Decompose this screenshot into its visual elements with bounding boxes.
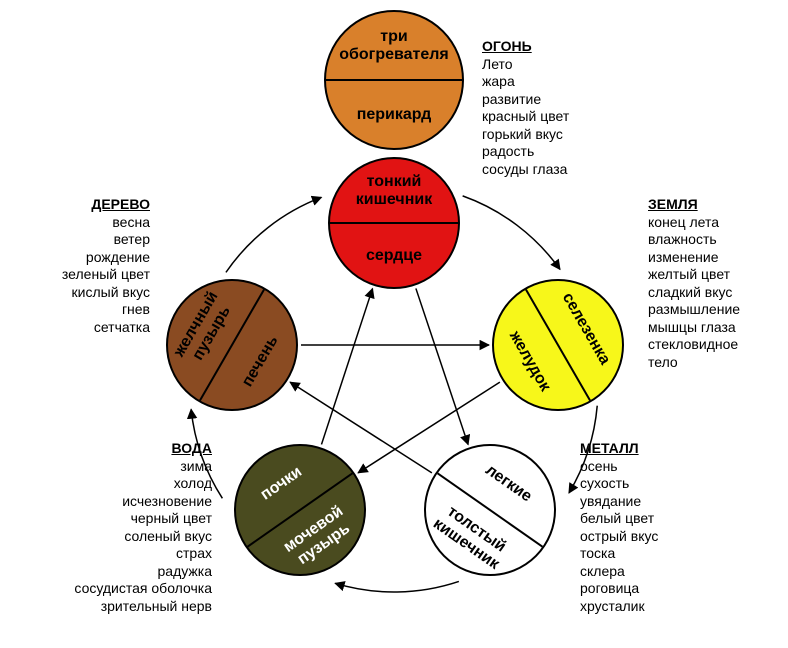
circle-lower-label: перикард xyxy=(326,81,462,148)
label-item: осень xyxy=(580,458,658,476)
generating-arc xyxy=(335,581,459,592)
label-item: влажность xyxy=(648,231,740,249)
label-item: красный цвет xyxy=(482,108,569,126)
element-circle-extra-fire: триобогревателяперикард xyxy=(324,10,464,150)
label-item: Лето xyxy=(482,56,569,74)
circle-divider xyxy=(330,222,458,224)
circle-divider xyxy=(326,79,462,81)
label-item: хрусталик xyxy=(580,598,658,616)
label-item: желтый цвет xyxy=(648,266,740,284)
label-item: конец лета xyxy=(648,214,740,232)
label-item: горький вкус xyxy=(482,126,569,144)
label-item: исчезновение xyxy=(74,493,212,511)
element-circle-water: почкимочевойпузырь xyxy=(234,444,366,576)
label-title: ЗЕМЛЯ xyxy=(648,196,740,214)
label-item: зима xyxy=(74,458,212,476)
label-item: увядание xyxy=(580,493,658,511)
controlling-edge xyxy=(321,289,372,445)
label-wood: ДЕРЕВОвеснаветеррождениезеленый цветкисл… xyxy=(62,196,150,336)
label-title: ОГОНЬ xyxy=(482,38,569,56)
label-item: соленый вкус xyxy=(74,528,212,546)
label-item: холод xyxy=(74,475,212,493)
label-item: весна xyxy=(62,214,150,232)
element-circle-fire: тонкийкишечниксердце xyxy=(328,157,460,289)
controlling-edge xyxy=(416,288,468,444)
label-item: изменение xyxy=(648,249,740,267)
label-item: радужка xyxy=(74,563,212,581)
label-item: зеленый цвет xyxy=(62,266,150,284)
label-item: черный цвет xyxy=(74,510,212,528)
label-item: острый вкус xyxy=(580,528,658,546)
generating-arc xyxy=(463,196,560,270)
label-water: ВОДАзимахолодисчезновениечерный цветсоле… xyxy=(74,440,212,615)
element-circle-earth: селезенкажелудок xyxy=(492,279,624,411)
label-item: сухость xyxy=(580,475,658,493)
generating-arc xyxy=(226,197,321,272)
label-title: ДЕРЕВО xyxy=(62,196,150,214)
label-item: тело xyxy=(648,354,740,372)
label-item: роговица xyxy=(580,580,658,598)
five-elements-diagram: триобогревателяперикард тонкийкишечниксе… xyxy=(0,0,788,648)
label-item: развитие xyxy=(482,91,569,109)
label-item: сетчатка xyxy=(62,319,150,337)
circle-upper-label: тонкийкишечник xyxy=(330,159,458,222)
label-item: стекловидное xyxy=(648,336,740,354)
label-item: гнев xyxy=(62,301,150,319)
label-item: рождение xyxy=(62,249,150,267)
label-earth: ЗЕМЛЯконец летавлажностьизменениежелтый … xyxy=(648,196,740,371)
element-circle-wood: желчныйпузырьпечень xyxy=(166,279,298,411)
label-metal: МЕТАЛЛосеньсухостьувяданиебелый цветостр… xyxy=(580,440,658,615)
label-item: склера xyxy=(580,563,658,581)
label-item: мышцы глаза xyxy=(648,319,740,337)
label-item: сладкий вкус xyxy=(648,284,740,302)
label-item: белый цвет xyxy=(580,510,658,528)
label-fire: ОГОНЬЛетожараразвитиекрасный цветгорький… xyxy=(482,38,569,178)
label-item: ветер xyxy=(62,231,150,249)
label-item: тоска xyxy=(580,545,658,563)
label-item: радость xyxy=(482,143,569,161)
circle-lower-label: сердце xyxy=(330,224,458,287)
label-title: ВОДА xyxy=(74,440,212,458)
circle-upper-label: триобогревателя xyxy=(326,12,462,79)
element-circle-metal: легкиетолстыйкишечник xyxy=(424,444,556,576)
label-title: МЕТАЛЛ xyxy=(580,440,658,458)
label-item: зрительный нерв xyxy=(74,598,212,616)
label-item: сосуды глаза xyxy=(482,161,569,179)
label-item: страх xyxy=(74,545,212,563)
label-item: кислый вкус xyxy=(62,284,150,302)
label-item: жара xyxy=(482,73,569,91)
label-item: размышление xyxy=(648,301,740,319)
label-item: сосудистая оболочка xyxy=(74,580,212,598)
